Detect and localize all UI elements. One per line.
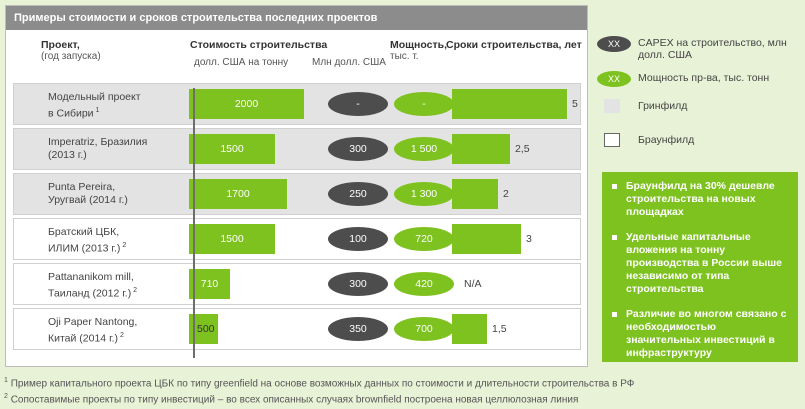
row-label-line2: Китай (2014 г.) 2: [48, 332, 124, 345]
duration-label: 5: [572, 98, 578, 110]
legend-capacity-text: Мощность пр-ва, тыс. тонн: [638, 72, 770, 84]
legend-brownfield-text: Браунфилд: [638, 134, 695, 146]
cost-bar: 1500: [189, 224, 275, 254]
row-label-line1: Punta Pereira,: [48, 181, 116, 193]
cost-bar: 710: [189, 269, 230, 299]
capex-ellipse: 300: [328, 272, 388, 296]
info-item: Различие во многом связано с необходимос…: [612, 308, 792, 360]
duration-label: 1,5: [492, 323, 507, 335]
row-label: Oji Paper Nantong, Китай (2014 г.) 2: [48, 316, 137, 346]
capacity-ellipse: 420: [394, 272, 454, 296]
footnote-2: 2 Сопоставимые проекты по типу инвестици…: [4, 393, 579, 406]
row-label-line1: Братский ЦБК,: [48, 226, 120, 238]
duration-label: 3: [526, 233, 532, 245]
row-label-line1: Imperatriz, Бразилия: [48, 136, 148, 148]
chart-title: Примеры стоимости и сроков строительства…: [6, 6, 587, 30]
row-label-footnote: 2: [118, 332, 124, 339]
row-label-footnote: 2: [131, 287, 138, 294]
header-capacity-sub: тыс. т.: [390, 51, 419, 62]
row-label-line2: Таиланд (2012 г.) 2: [48, 287, 138, 300]
info-item: Браунфилд на 30% дешевле строительства н…: [612, 180, 792, 219]
cost-bar: 2000: [189, 89, 304, 119]
cost-bar: 1500: [189, 134, 275, 164]
capex-ellipse: 250: [328, 182, 388, 206]
row-label-line2: ИЛИМ (2013 г.) 2: [48, 242, 127, 255]
duration-bar: [452, 134, 510, 164]
header-project-sub: (год запуска): [41, 51, 101, 62]
capex-ellipse: -: [328, 92, 388, 116]
legend-capacity-marker: XX: [597, 71, 631, 87]
duration-bar: [452, 89, 567, 119]
duration-label: 2,5: [515, 143, 530, 155]
info-item: Удельные капитальные вложения на тонну п…: [612, 231, 792, 296]
row-label: Братский ЦБК, ИЛИМ (2013 г.) 2: [48, 226, 126, 256]
capacity-ellipse: -: [394, 92, 454, 116]
header-cost-per-ton: долл. США на тонну: [194, 57, 289, 68]
duration-bar: [452, 224, 521, 254]
chart-axis: [193, 88, 195, 358]
header-cost-total: Млн долл. США: [312, 57, 386, 68]
row-label-line1: Модельный проект: [48, 91, 141, 103]
capacity-ellipse: 1 500: [394, 137, 454, 161]
duration-label: N/A: [464, 278, 482, 290]
capex-ellipse: 300: [328, 137, 388, 161]
row-label-line1: Pattananikom mill,: [48, 271, 134, 283]
header-duration: Сроки строительства, лет: [446, 39, 582, 51]
capex-ellipse: 100: [328, 227, 388, 251]
row-label: Модельный проект в Сибири 1: [48, 91, 141, 121]
header-project: Проект,: [41, 39, 80, 51]
capacity-ellipse: 720: [394, 227, 454, 251]
capex-ellipse: 350: [328, 317, 388, 341]
row-label: Punta Pereira, Уругвай (2014 г.): [48, 181, 128, 207]
info-box: Браунфилд на 30% дешевле строительства н…: [602, 172, 798, 362]
footnote-1: 1 Пример капитального проекта ЦБК по тип…: [4, 377, 635, 390]
capacity-ellipse: 1 300: [394, 182, 454, 206]
row-label-footnote: 2: [120, 242, 127, 249]
legend-capex-marker: XX: [597, 36, 631, 52]
row-label: Imperatriz, Бразилия (2013 г.): [48, 136, 147, 162]
row-label-line1: Oji Paper Nantong,: [48, 316, 138, 328]
chart-panel: Примеры стоимости и сроков строительства…: [5, 5, 588, 367]
legend-greenfield-swatch: [604, 99, 620, 113]
capacity-ellipse: 700: [394, 317, 454, 341]
row-label-footnote: 1: [93, 107, 100, 114]
row-label: Pattananikom mill, Таиланд (2012 г.) 2: [48, 271, 137, 301]
legend-greenfield-text: Гринфилд: [638, 100, 688, 112]
legend-brownfield-swatch: [604, 133, 620, 147]
duration-bar: [452, 314, 487, 344]
legend-capex-text: CAPEX на строительство, млн долл. США: [638, 37, 787, 61]
row-background: [13, 263, 581, 305]
cost-bar: 1700: [189, 179, 287, 209]
row-label-line2: в Сибири 1: [48, 107, 100, 120]
header-capacity: Мощность,: [390, 39, 447, 51]
row-label-line2: (2013 г.): [48, 149, 87, 161]
row-label-line2: Уругвай (2014 г.): [48, 194, 128, 206]
duration-bar: [452, 179, 498, 209]
duration-label: 2: [503, 188, 509, 200]
header-cost: Стоимость строительства: [190, 39, 328, 51]
